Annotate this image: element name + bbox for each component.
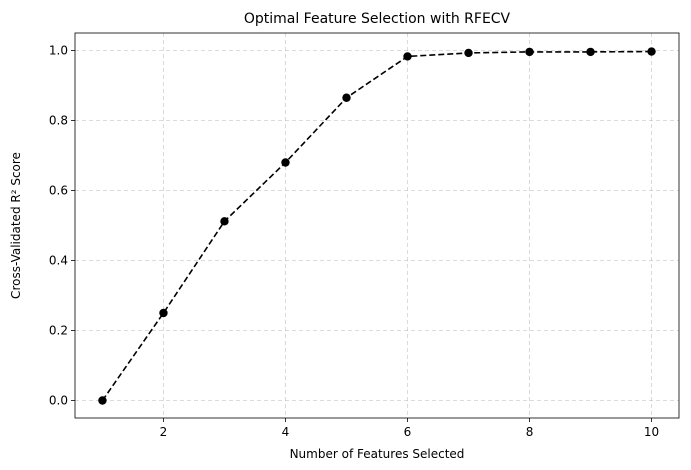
y-tick-label: 0.8 [49, 114, 68, 128]
x-tick-label: 10 [644, 425, 659, 439]
y-tick-label: 0.6 [49, 184, 68, 198]
x-axis-label: Number of Features Selected [290, 447, 465, 461]
data-point [220, 217, 229, 226]
plot-frame [74, 32, 680, 419]
data-point [586, 47, 595, 57]
data-point [647, 47, 656, 56]
data-point [342, 93, 351, 102]
y-axis-label: Cross-Validated R² Score [9, 152, 23, 299]
x-tick-label: 8 [526, 425, 534, 439]
y-tick-label: 1.0 [49, 44, 68, 58]
grid [75, 33, 679, 418]
y-tick-label: 0.0 [49, 394, 68, 408]
series-layer [98, 47, 656, 405]
data-point [98, 396, 107, 405]
y-tick-label: 0.4 [49, 254, 68, 268]
y-tick-label: 0.2 [49, 324, 68, 338]
series-line [101, 50, 652, 401]
x-tick-label: 2 [160, 425, 168, 439]
x-tick-label: 4 [282, 425, 290, 439]
data-point [159, 308, 168, 318]
data-point [464, 48, 473, 58]
chart-title: Optimal Feature Selection with RFECV [244, 11, 511, 27]
ticks: 2 4 6 8 10 0.0 0.2 0.4 0.6 0.8 1.0 [49, 44, 659, 440]
data-point [281, 158, 290, 167]
data-point [403, 52, 412, 61]
x-tick-label: 6 [404, 425, 412, 439]
data-point [525, 47, 534, 57]
